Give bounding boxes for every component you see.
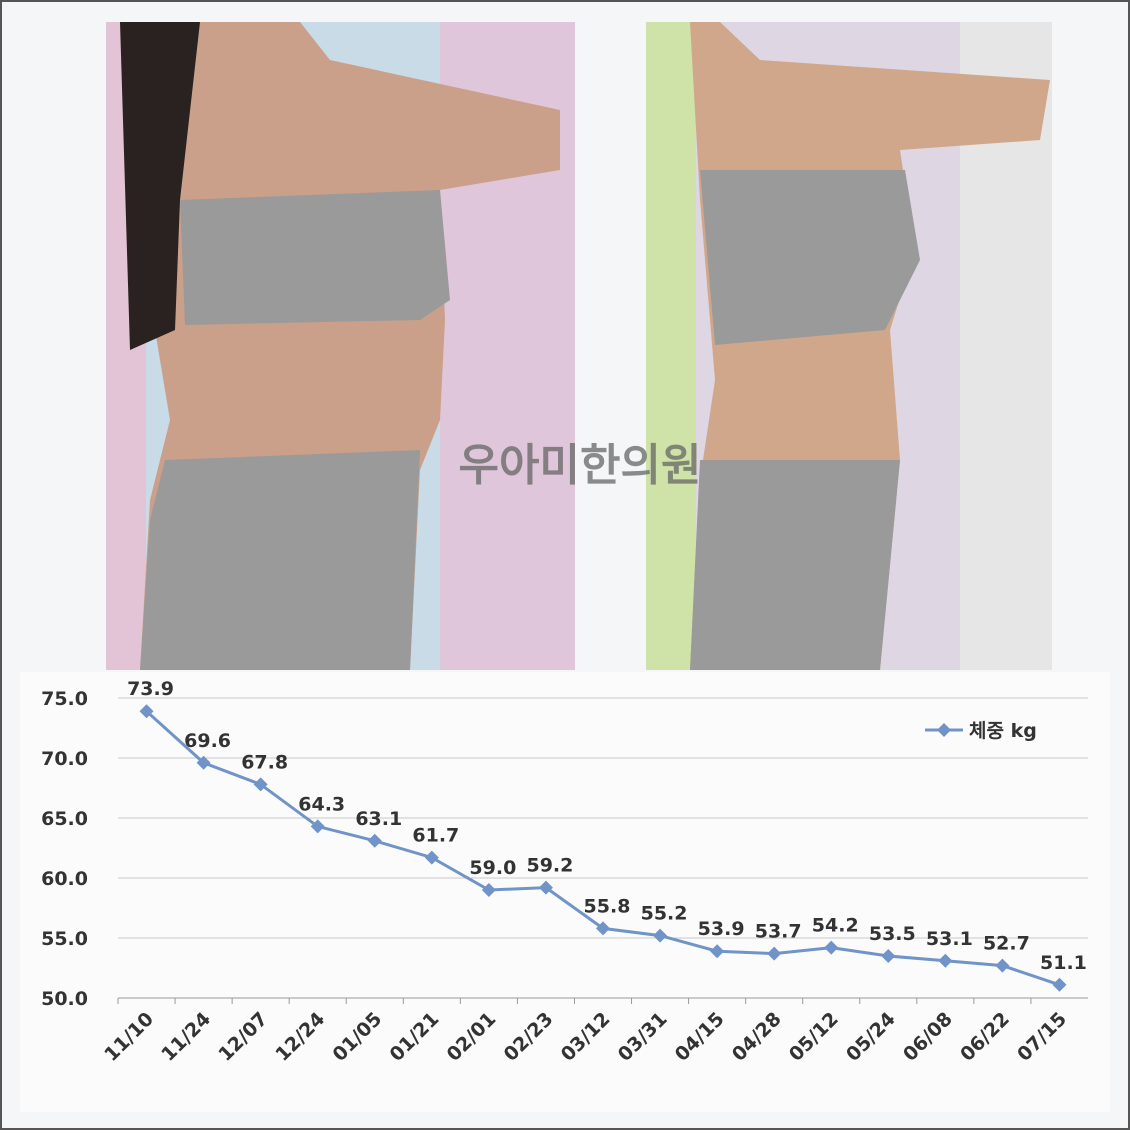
data-label: 61.7 <box>412 825 459 847</box>
data-label: 59.0 <box>469 857 516 879</box>
data-label: 52.7 <box>983 933 1030 955</box>
watermark: 우아미한의원 <box>459 440 702 491</box>
marker <box>424 850 439 865</box>
marker <box>367 833 382 848</box>
marker <box>938 953 953 968</box>
legend-marker <box>937 723 951 737</box>
data-label: 59.2 <box>526 855 573 877</box>
marker <box>481 883 496 897</box>
marker <box>538 880 553 895</box>
data-label: 55.8 <box>584 895 631 917</box>
data-label: 67.8 <box>241 751 288 773</box>
data-label: 53.9 <box>698 918 745 940</box>
y-tick-label: 70.0 <box>41 748 88 770</box>
marker <box>253 777 268 792</box>
data-label: 53.5 <box>869 923 916 945</box>
photo-after <box>646 22 1052 670</box>
data-label: 69.6 <box>184 730 231 752</box>
marker <box>995 958 1010 973</box>
data-label: 53.7 <box>755 921 802 943</box>
legend-label: 체중 kg <box>969 720 1037 742</box>
marker <box>824 940 839 955</box>
marker <box>596 921 610 936</box>
data-label: 64.3 <box>298 793 345 815</box>
marker <box>310 819 325 834</box>
marker <box>710 944 725 959</box>
data-label: 54.2 <box>812 915 859 937</box>
marker <box>196 755 211 770</box>
y-tick-label: 60.0 <box>41 868 88 890</box>
y-tick-label: 65.0 <box>41 808 88 830</box>
marker <box>653 928 668 943</box>
y-tick-label: 75.0 <box>41 688 88 710</box>
data-label: 73.9 <box>127 678 174 700</box>
chart-background <box>20 672 1110 1112</box>
photo-before <box>106 22 575 670</box>
data-label: 53.1 <box>926 928 973 950</box>
marker <box>767 946 782 961</box>
y-tick-label: 50.0 <box>41 988 88 1010</box>
marker <box>139 704 154 719</box>
data-label: 55.2 <box>641 903 688 925</box>
data-label: 63.1 <box>355 808 402 830</box>
data-label: 51.1 <box>1040 952 1087 974</box>
y-tick-label: 55.0 <box>41 928 88 950</box>
marker <box>1052 977 1067 992</box>
marker <box>881 949 896 963</box>
